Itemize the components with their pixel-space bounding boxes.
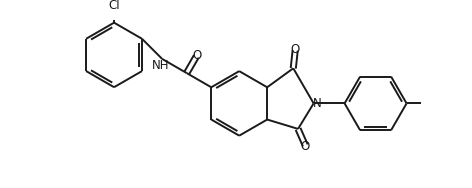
Text: N: N (313, 97, 321, 110)
Text: NH: NH (152, 59, 169, 72)
Text: Cl: Cl (108, 0, 120, 12)
Text: O: O (291, 43, 300, 56)
Text: O: O (193, 49, 202, 61)
Text: O: O (301, 140, 310, 153)
